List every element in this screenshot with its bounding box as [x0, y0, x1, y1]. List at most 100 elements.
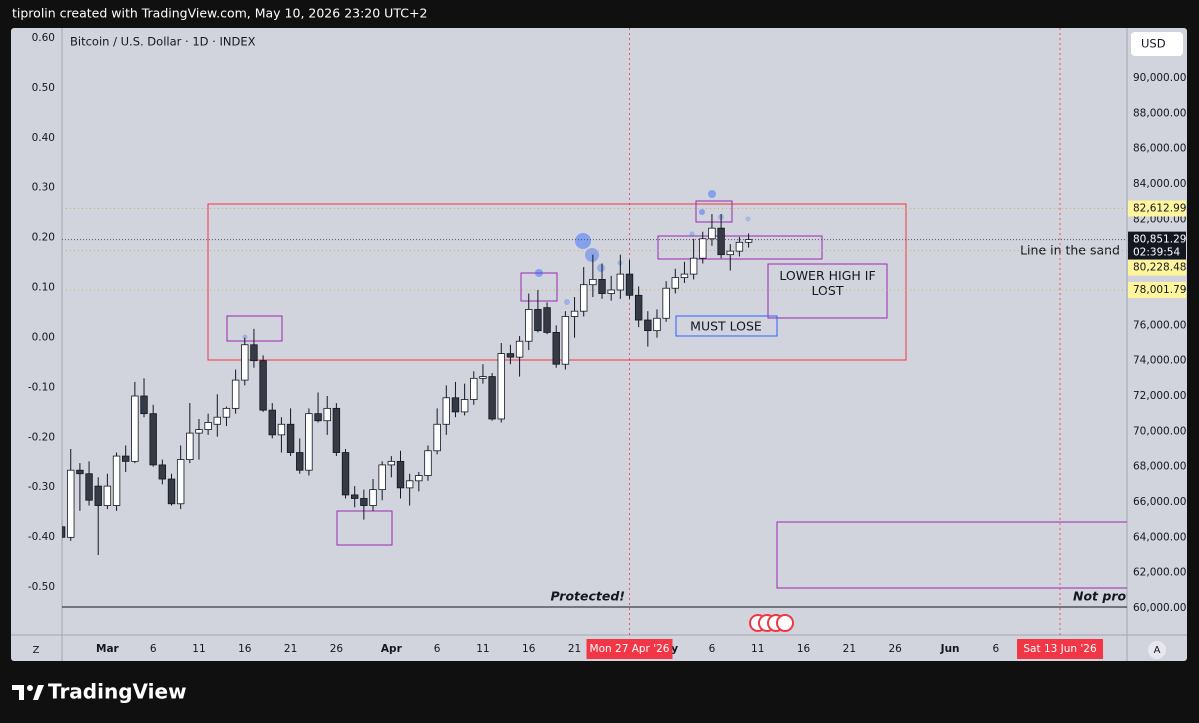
y2-tick-label: 0.60 [32, 32, 55, 44]
candle-body [699, 238, 707, 259]
header: tiprolin created with TradingView.com, M… [12, 6, 427, 21]
candle-body [735, 241, 744, 252]
currency[interactable]: USD [1141, 37, 1166, 51]
button[interactable] [26, 640, 46, 660]
candle-body [424, 450, 432, 476]
candle-body [470, 377, 478, 400]
y-tick-label: 66,000.00 [1133, 496, 1186, 508]
y-tick-label: 74,000.00 [1133, 355, 1186, 367]
candle-body [671, 277, 679, 289]
logo-part [19, 685, 24, 700]
marker-label-bg [586, 639, 673, 659]
bubble [745, 216, 751, 222]
candle-body [405, 480, 414, 489]
candle-body [305, 413, 313, 471]
y-tick-label: 60,000.00 [1133, 602, 1186, 614]
y-tick-label: 68,000.00 [1133, 461, 1186, 473]
candle-body [726, 250, 734, 256]
candle-body [543, 307, 551, 333]
candle-body [112, 455, 121, 506]
candle-body [149, 413, 157, 466]
x-tick-label: Mar [96, 643, 120, 655]
logo [12, 685, 44, 700]
y2-tick-label: -0.30 [28, 481, 55, 493]
candle-body [103, 485, 112, 506]
candle-body [451, 397, 460, 413]
marker-label-bg [1017, 639, 1104, 659]
button-label[interactable]: Z [33, 645, 40, 656]
candle-body [67, 469, 75, 538]
candle-body [506, 353, 515, 358]
candle-body [378, 464, 386, 491]
box [226, 315, 283, 342]
candle-body [616, 273, 625, 291]
x-tick-label: 6 [993, 643, 1000, 655]
candle-body [296, 452, 304, 471]
bubble [689, 231, 695, 237]
candle-body [570, 310, 579, 317]
candle-body [644, 319, 652, 332]
candle-body [634, 294, 643, 321]
candle-body [607, 289, 615, 294]
y2-tick-label: 0.40 [32, 132, 55, 144]
button-label[interactable]: A [1154, 645, 1161, 656]
candle-body [213, 416, 221, 425]
boxes [226, 200, 1127, 589]
candle-body [341, 452, 350, 496]
currency-button[interactable] [1131, 32, 1183, 56]
candle-body [580, 284, 588, 312]
candle-body [268, 409, 276, 436]
candle-body [689, 257, 698, 275]
annotation: MUST LOSE [690, 319, 762, 334]
candle-body [259, 360, 267, 411]
candle-body [131, 395, 139, 462]
candle-body [195, 429, 203, 434]
box [767, 263, 888, 319]
chart-title: Bitcoin / U.S. Dollar · 1D · INDEX [70, 35, 256, 49]
y-tick-label: 84,000.00 [1133, 178, 1186, 190]
marker-label: Mon 27 Apr '26 [590, 643, 670, 655]
y-tick-label: 76,000.00 [1133, 319, 1186, 331]
price-label-bg [1128, 200, 1186, 217]
candle-body [167, 478, 176, 505]
candle-body [534, 309, 542, 332]
price-label: 82,612.99 [1133, 203, 1186, 215]
candle-body [122, 455, 130, 462]
x-tick-label: 6 [709, 643, 716, 655]
x-tick-label: 6 [434, 643, 441, 655]
panel [11, 28, 1187, 661]
candle-body [140, 395, 148, 415]
x-tick-label: Apr [381, 643, 403, 655]
annotation: Line in the sand [1020, 243, 1120, 258]
bubble [708, 190, 716, 198]
button[interactable] [1148, 641, 1166, 659]
candle-body [369, 489, 377, 506]
candle-body [598, 279, 606, 294]
box [336, 510, 393, 546]
y-tick-label: 86,000.00 [1133, 143, 1186, 155]
y2-tick-label: -0.20 [28, 431, 55, 443]
candle-body [708, 227, 716, 240]
annotation-box: LOWER HIGH IF LOST [779, 268, 875, 298]
x-tick-label: 21 [568, 643, 581, 655]
candle-body [350, 494, 359, 499]
candle-body [250, 344, 258, 362]
candle-body [94, 485, 102, 506]
price-label-bg [1128, 259, 1186, 276]
annotation: Protected! [551, 589, 626, 604]
y2-tick-label: 0.00 [32, 331, 55, 343]
y-tick-label: 64,000.00 [1133, 531, 1186, 543]
x-tick-label: Jun [940, 643, 960, 655]
box [657, 235, 823, 260]
candle-body [62, 526, 66, 538]
candle-body [314, 413, 322, 422]
candle-body [241, 344, 249, 381]
plot: Protected! Not prote Line in the sand MU… [62, 28, 1127, 635]
candle-body [460, 399, 469, 413]
candle-body [204, 422, 212, 430]
x-tick-label: 11 [476, 643, 489, 655]
candle-body [680, 273, 689, 279]
events [749, 614, 794, 632]
candle-body [488, 376, 496, 420]
